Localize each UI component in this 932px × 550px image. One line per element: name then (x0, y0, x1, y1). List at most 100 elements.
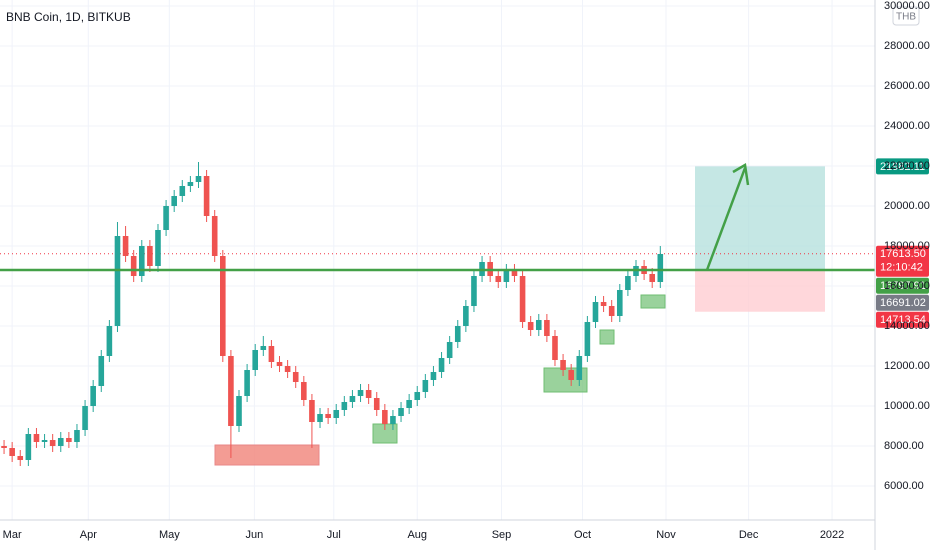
candle-body (568, 370, 574, 380)
candle-body (82, 406, 88, 430)
candle-body (544, 320, 550, 336)
candle-body (138, 246, 145, 276)
y-tick-label: 22000.00 (884, 160, 930, 172)
candle-body (260, 346, 267, 350)
candle-body (471, 276, 477, 306)
y-tick-label: 6000.00 (884, 480, 924, 492)
arrow (705, 167, 747, 271)
candle-body (57, 438, 64, 446)
candle-body (122, 236, 129, 256)
candle-body (463, 306, 469, 326)
price-tag-label: 21982.11 (880, 161, 925, 173)
candle-body (511, 270, 518, 276)
candle-body (171, 196, 177, 206)
candle-body (228, 356, 234, 426)
price-tags: 21982.11 17613.50 12:10:42 16797.91 16691.02… (876, 158, 929, 328)
candle-body (454, 326, 461, 342)
x-tick-label: Nov (656, 529, 676, 541)
x-tick-label: Jul (327, 529, 341, 541)
candle-body (357, 390, 364, 396)
candle-body (422, 380, 429, 392)
candle-body (301, 382, 307, 400)
price-tag (876, 245, 929, 277)
candle-body (179, 186, 186, 196)
candle-body (155, 230, 161, 266)
candle-body (284, 366, 291, 372)
plot (0, 162, 875, 466)
candle-body (552, 336, 558, 360)
candle-body (325, 414, 331, 418)
candle-body (106, 326, 113, 356)
candle-body (390, 416, 396, 424)
candle-body (49, 440, 56, 446)
candle-body (600, 302, 607, 306)
candle-body (74, 430, 80, 442)
currency: THB (896, 12, 916, 23)
candle-body (41, 440, 48, 442)
candle-body (292, 372, 299, 382)
demand-box (599, 329, 615, 345)
candle-body (17, 456, 24, 460)
candle-body (625, 276, 631, 290)
y-tick-label: 20000.00 (884, 200, 930, 212)
candle-body (519, 276, 526, 322)
candle-body (414, 392, 421, 400)
x-tick-label: Mar (3, 529, 22, 541)
x-tick-label: Apr (80, 529, 97, 541)
y-tick-label: 12000.00 (884, 360, 930, 372)
y-tick-label: 24000.00 (884, 120, 930, 132)
candle-body (147, 246, 153, 266)
candle-body (33, 434, 40, 442)
demand-box (640, 294, 666, 309)
y-tick-label: 28000.00 (884, 40, 930, 52)
candle-body (560, 360, 566, 370)
candle-body (195, 176, 202, 182)
candle-body (341, 402, 348, 410)
candle-body (187, 182, 194, 186)
candle-body (495, 276, 502, 282)
arrow-head (732, 162, 750, 186)
candle-body (446, 342, 453, 358)
candle-body (649, 274, 655, 282)
candle-body (1, 446, 7, 448)
candle-body (438, 358, 445, 372)
y-tick-label: 14000.00 (884, 320, 930, 332)
y-tick-label: 26000.00 (884, 80, 930, 92)
candle-body (317, 414, 323, 422)
candle-body (584, 322, 591, 356)
candle-body (576, 356, 583, 380)
price-tag (876, 158, 929, 175)
candle-body (349, 396, 356, 402)
candle-body (236, 396, 242, 426)
x-tick-label: 2022 (820, 529, 844, 541)
candle-body (244, 370, 250, 396)
chart-title: BNB Coin, 1D, BITKUB (6, 10, 131, 24)
stop-zone (695, 270, 825, 312)
x-tick-label: Jun (246, 529, 264, 541)
candle-body (616, 290, 623, 316)
candle-body (309, 400, 315, 422)
candle-body (333, 410, 340, 418)
candle-body (608, 306, 615, 316)
candle-body (66, 438, 72, 442)
price-tag (876, 277, 929, 294)
candle-body (211, 216, 218, 256)
price-tag-label: 17613.50 (880, 248, 926, 260)
price-tag (876, 311, 929, 328)
y-tick-label: 18000.00 (884, 240, 930, 252)
candle-body (203, 176, 210, 216)
price-tag-label: 16691.02 (880, 297, 926, 309)
x-tick-label: Dec (739, 529, 759, 541)
candle-body (163, 206, 169, 230)
y-tick-label: 16000.00 (884, 280, 930, 292)
candle-body (398, 408, 404, 416)
candle-body (220, 256, 226, 356)
candle-body (657, 254, 664, 282)
price-tag-label: 14713.54 (880, 314, 926, 326)
candle-body (276, 362, 283, 366)
price-tag (876, 294, 929, 311)
demand-box (214, 444, 320, 466)
candle-body (114, 236, 121, 326)
candle-body (527, 322, 534, 330)
